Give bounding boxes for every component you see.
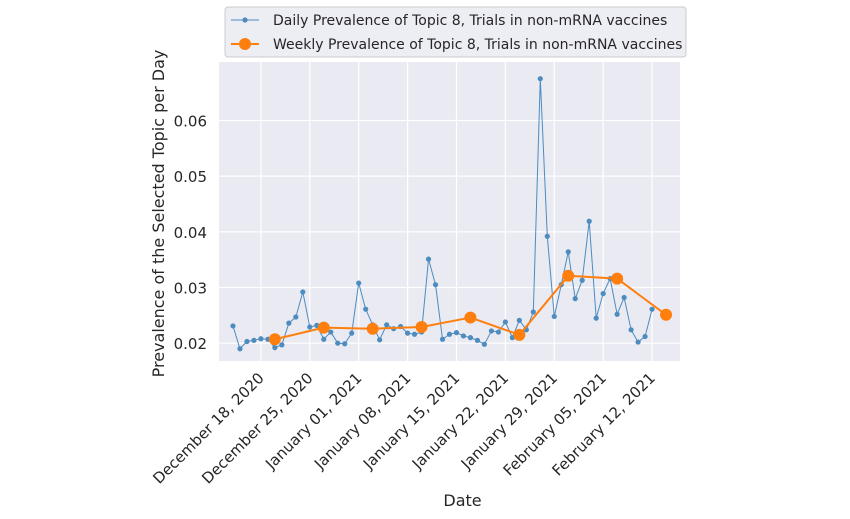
daily-data-point (460, 333, 467, 339)
y-tick-label: 0.03 (174, 280, 207, 298)
daily-data-point (635, 339, 641, 345)
weekly-data-point (513, 328, 526, 341)
daily-data-point (586, 218, 592, 224)
daily-data-point (649, 306, 655, 312)
daily-data-point (328, 329, 334, 335)
daily-data-point (628, 327, 634, 333)
x-axis-label: Date (443, 491, 481, 510)
legend-marker (242, 17, 248, 23)
daily-data-point (551, 313, 557, 320)
daily-data-point (495, 329, 501, 335)
weekly-data-point (464, 311, 477, 324)
series-layer (230, 76, 673, 352)
daily-data-point (565, 249, 571, 255)
daily-data-point (404, 330, 411, 336)
daily-data-point (481, 341, 488, 347)
daily-data-point (572, 296, 578, 302)
daily-data-point (244, 338, 250, 345)
weekly-data-point (366, 322, 379, 335)
daily-data-point (432, 282, 439, 288)
daily-data-point (488, 328, 495, 334)
daily-data-point (467, 335, 474, 341)
weekly-data-point (660, 308, 673, 321)
weekly-data-point (268, 333, 281, 346)
y-tick-label: 0.05 (174, 168, 207, 186)
legend-label: Weekly Prevalence of Topic 8, Trials in … (273, 37, 682, 53)
daily-data-point (537, 76, 543, 82)
y-tick-label: 0.02 (174, 335, 207, 353)
weekly-data-point (562, 269, 575, 282)
daily-data-point (544, 233, 550, 239)
daily-data-point (446, 331, 453, 337)
plot-area (219, 62, 680, 361)
daily-data-point (530, 309, 536, 315)
daily-data-point (258, 336, 264, 342)
daily-data-point (411, 331, 418, 337)
daily-data-point (251, 337, 257, 343)
daily-data-point (349, 330, 355, 336)
legend-entry: Weekly Prevalence of Topic 8, Trials in … (231, 37, 682, 53)
daily-data-point (384, 322, 390, 328)
legend-box (224, 6, 687, 58)
daily-data-point (272, 345, 278, 351)
daily-data-point (300, 289, 306, 295)
daily-data-point (621, 294, 627, 301)
daily-data-point (614, 311, 620, 317)
daily-data-point (342, 341, 348, 347)
daily-data-point (293, 314, 299, 320)
daily-data-point (335, 340, 341, 346)
legend-marker (239, 38, 251, 50)
daily-data-point (363, 306, 369, 312)
y-tick-label: 0.04 (174, 224, 207, 242)
weekly-series (268, 269, 673, 346)
daily-data-point (474, 337, 481, 343)
legend: Daily Prevalence of Topic 8, Trials in n… (224, 6, 687, 58)
daily-data-point (579, 277, 585, 283)
daily-data-point (230, 323, 236, 329)
daily-data-point (516, 317, 522, 323)
daily-data-point (356, 280, 362, 286)
daily-data-point (279, 342, 285, 348)
legend-entry: Daily Prevalence of Topic 8, Trials in n… (231, 13, 667, 29)
daily-data-point (502, 319, 508, 325)
weekly-data-point (317, 321, 330, 334)
daily-data-point (286, 320, 292, 326)
daily-data-point (425, 256, 432, 262)
legend-label: Daily Prevalence of Topic 8, Trials in n… (273, 13, 667, 29)
daily-data-point (237, 346, 243, 352)
daily-data-point (439, 336, 446, 342)
daily-data-point (453, 330, 460, 336)
weekly-data-point (415, 321, 428, 334)
weekly-data-point (611, 272, 624, 285)
daily-data-point (600, 291, 606, 297)
daily-data-point (377, 337, 383, 343)
y-tick-label: 0.06 (174, 112, 207, 130)
y-axis-label: Prevalence of the Selected Topic per Day (149, 50, 168, 378)
daily-data-point (593, 315, 599, 321)
daily-data-point (321, 336, 327, 342)
y-axis-ticks: 0.02 0.03 0.04 0.05 0.06 (174, 112, 207, 353)
daily-data-point (642, 333, 648, 340)
daily-data-point (307, 324, 313, 330)
